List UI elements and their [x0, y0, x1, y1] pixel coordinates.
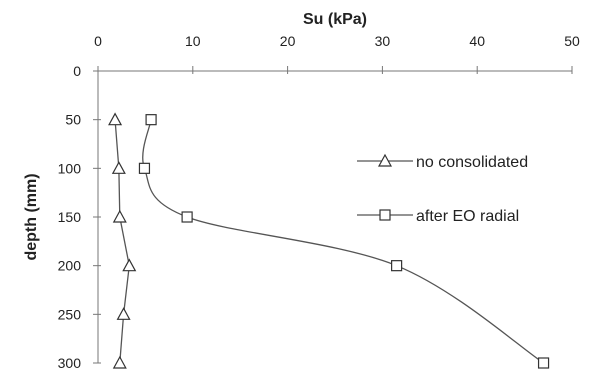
- data-point-square: [138, 162, 151, 174]
- y-tick-label: 0: [73, 63, 81, 79]
- legend-item: after EO radial: [357, 208, 519, 225]
- legend-label: after EO radial: [416, 208, 519, 225]
- series-no-consolidated: [108, 112, 137, 369]
- data-point-square: [181, 211, 193, 223]
- data-point-triangle: [112, 355, 127, 369]
- x-tick-label: 0: [94, 33, 102, 49]
- y-tick-label: 200: [58, 258, 82, 274]
- data-point-triangle: [111, 161, 126, 174]
- y-axis-title: depth (mm): [23, 173, 40, 260]
- x-tick-label: 20: [280, 33, 296, 49]
- data-point-triangle: [116, 307, 131, 320]
- data-point-triangle: [122, 258, 137, 272]
- series-after-eo-radial: [138, 114, 550, 369]
- legend-marker-square: [379, 209, 391, 221]
- legend-item: no consolidated: [357, 153, 528, 171]
- data-point-triangle: [108, 112, 123, 126]
- series-layer: [108, 112, 550, 369]
- x-axis-title: Su (kPa): [303, 11, 367, 28]
- y-tick-label: 300: [58, 355, 82, 370]
- x-tick-label: 40: [469, 33, 485, 49]
- data-point-square: [391, 260, 403, 272]
- y-tick-label: 150: [58, 209, 82, 225]
- y-tick-label: 50: [65, 112, 81, 128]
- y-tick-label: 250: [58, 306, 82, 322]
- y-tick-label: 100: [58, 160, 82, 176]
- legend: no consolidated after EO radial: [357, 153, 528, 225]
- data-point-square: [145, 114, 157, 126]
- legend-marker-triangle: [377, 153, 393, 167]
- series-line: [114, 119, 130, 364]
- x-tick-label: 30: [375, 33, 391, 49]
- data-point-square: [537, 357, 550, 369]
- x-tick-label: 10: [185, 33, 201, 49]
- x-tick-label: 50: [564, 33, 580, 49]
- legend-label: no consolidated: [416, 154, 528, 171]
- data-point-triangle: [112, 209, 127, 223]
- axes: 0 10 20 30 40 50 0 50 100 150 200 250 300: [58, 33, 580, 370]
